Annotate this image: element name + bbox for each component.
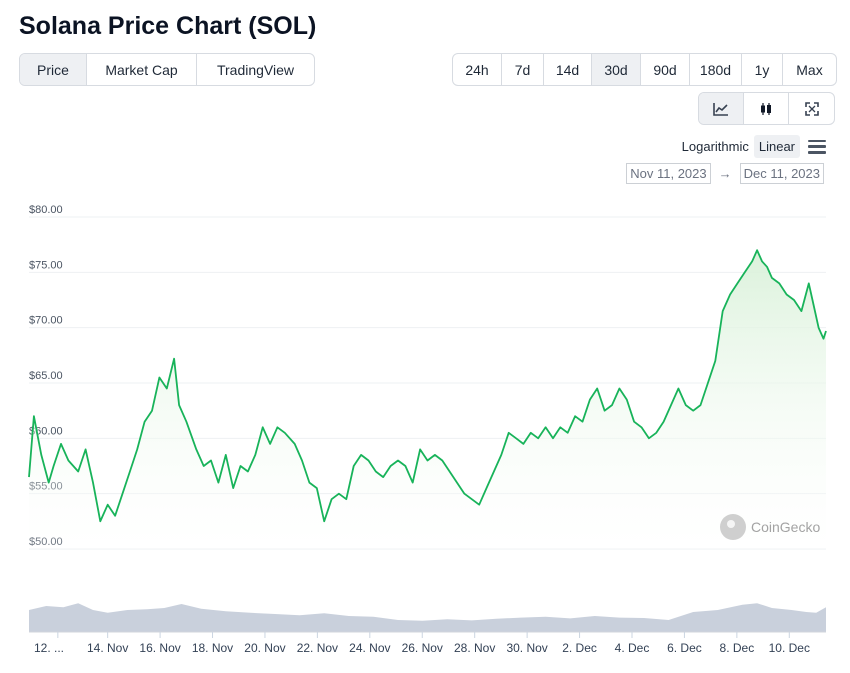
y-tick-label: $65.00	[29, 370, 63, 382]
x-tick-label: 16. Nov	[139, 641, 180, 655]
x-tick-label: 12. ...	[34, 641, 64, 655]
volume-area	[29, 603, 826, 632]
x-tick-label: 20. Nov	[244, 641, 285, 655]
page-title: Solana Price Chart (SOL)	[19, 12, 317, 40]
range-180d[interactable]: 180d	[690, 54, 742, 85]
x-tick-label: 4. Dec	[615, 641, 650, 655]
x-tick-label: 6. Dec	[667, 641, 702, 655]
coingecko-logo-icon	[720, 514, 746, 540]
line-chart-button[interactable]	[699, 93, 744, 124]
price-area	[29, 250, 826, 549]
fullscreen-icon	[804, 101, 819, 116]
scale-toggle: Logarithmic Linear	[677, 135, 826, 158]
range-7d[interactable]: 7d	[502, 54, 544, 85]
x-tick-label: 24. Nov	[349, 641, 390, 655]
range-1y[interactable]: 1y	[742, 54, 783, 85]
range-30d[interactable]: 30d	[592, 54, 641, 85]
x-tick-label: 26. Nov	[402, 641, 443, 655]
tab-market-cap[interactable]: Market Cap	[87, 54, 197, 85]
date-range: Nov 11, 2023 → Dec 11, 2023	[626, 163, 824, 184]
tab-tradingview[interactable]: TradingView	[216, 61, 295, 78]
y-tick-label: $80.00	[29, 204, 63, 216]
x-tick-label: 28. Nov	[454, 641, 495, 655]
fullscreen-button[interactable]	[789, 93, 834, 124]
watermark-text: CoinGecko	[751, 519, 821, 535]
line-chart-icon	[713, 102, 728, 116]
y-tick-label: $70.00	[29, 315, 63, 327]
x-axis: 12. ... 14. Nov 16. Nov 18. Nov 20. Nov 22. N…	[34, 632, 810, 655]
x-tick-label: 14. Nov	[87, 641, 128, 655]
x-tick-label: 30. Nov	[506, 641, 547, 655]
menu-icon[interactable]	[808, 139, 826, 154]
time-range-tabs: 24h 7d 14d 30d 90d 180d 1y Max	[452, 53, 837, 86]
x-tick-label: 8. Dec	[720, 641, 755, 655]
coingecko-watermark: CoinGecko	[720, 514, 820, 540]
scale-logarithmic[interactable]: Logarithmic	[681, 139, 749, 154]
x-tick-label: 10. Dec	[769, 641, 810, 655]
range-24h[interactable]: 24h	[453, 54, 502, 85]
tab-price[interactable]: Price	[20, 54, 87, 85]
x-tick-label: 22. Nov	[297, 641, 338, 655]
range-max[interactable]: Max	[796, 61, 823, 78]
price-line	[28, 249, 827, 523]
y-tick-label: $75.00	[29, 259, 63, 271]
range-90d[interactable]: 90d	[641, 54, 690, 85]
scale-linear[interactable]: Linear	[753, 135, 800, 158]
candlestick-icon	[761, 102, 771, 115]
candlestick-button[interactable]	[744, 93, 789, 124]
date-to-input[interactable]: Dec 11, 2023	[739, 163, 824, 184]
range-14d[interactable]: 14d	[544, 54, 592, 85]
view-tabs: Price Market Cap TradingView	[19, 53, 315, 86]
arrow-icon: →	[718, 166, 732, 181]
x-tick-label: 18. Nov	[192, 641, 233, 655]
x-tick-label: 2. Dec	[562, 641, 597, 655]
chart-type-toggle	[698, 92, 835, 125]
date-from-input[interactable]: Nov 11, 2023	[626, 163, 711, 184]
